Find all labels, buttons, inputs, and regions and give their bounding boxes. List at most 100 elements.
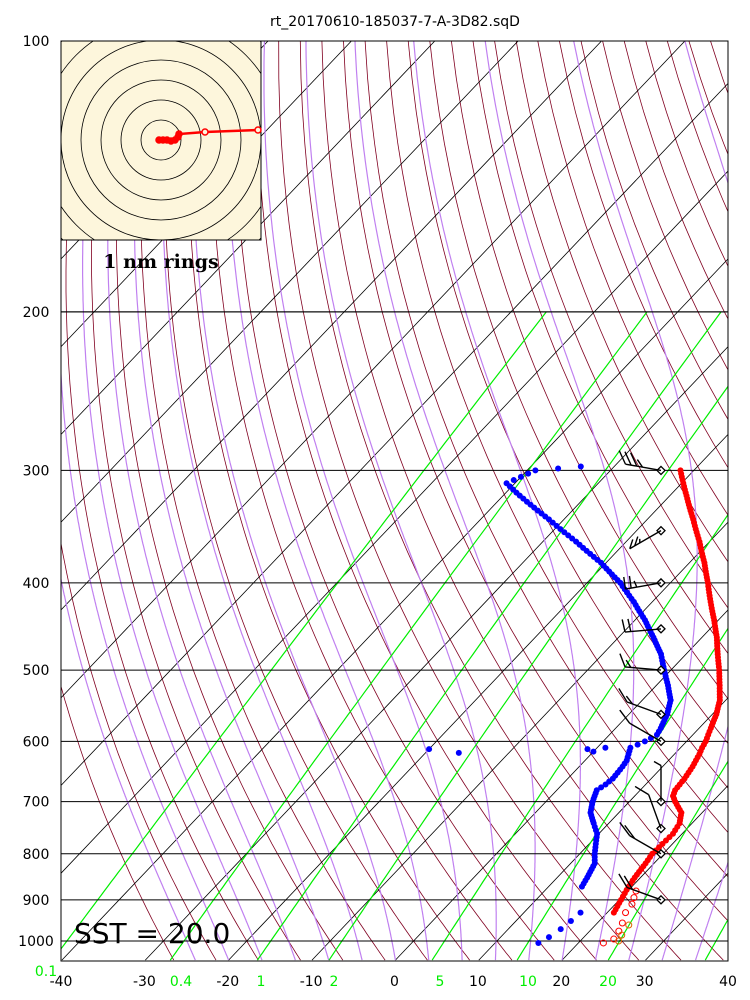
wind-barb-staff <box>625 463 662 472</box>
isotherm <box>729 41 750 960</box>
dewpoint-point <box>627 744 634 751</box>
wind-barb-flag <box>636 459 644 468</box>
wind-barb-flag <box>634 785 650 796</box>
pressure-tick-label: 800 <box>23 847 50 863</box>
isotherm <box>311 521 728 961</box>
sst-label: SST = 20.0 <box>74 917 230 950</box>
wind-barb <box>618 688 666 720</box>
wind-barb <box>629 525 666 550</box>
moist-adiabat <box>162 41 363 961</box>
surface-temperature-marker <box>632 887 640 895</box>
pressure-tick-label: 300 <box>23 463 50 479</box>
wind-barb-flag <box>627 618 632 632</box>
wind-barb <box>623 575 666 590</box>
dry-adiabat <box>580 41 728 421</box>
dewpoint-point <box>503 480 510 487</box>
dry-adiabat <box>515 41 728 563</box>
wind-barb-flag <box>619 653 626 668</box>
wind-barb-flag <box>619 822 631 837</box>
temperature-tick-label: 30 <box>636 974 654 990</box>
wind-barb-flag <box>624 451 632 466</box>
temperature-point <box>677 467 684 474</box>
wind-barbs <box>618 450 666 905</box>
dewpoint-point <box>577 463 584 470</box>
wind-barb <box>619 709 666 747</box>
wind-barb-staff <box>647 794 662 829</box>
dry-adiabat <box>61 41 217 961</box>
dry-adiabat <box>256 41 597 961</box>
pressure-tick-label: 500 <box>23 663 50 679</box>
surface-extra-marker <box>615 937 623 945</box>
surface-temperature-marker <box>618 919 626 927</box>
surface-dewpoint-marker <box>545 934 552 941</box>
mixing-ratio-line <box>607 760 728 961</box>
wind-barb-flag <box>653 760 662 767</box>
dry-adiabat <box>61 684 175 961</box>
dewpoint-point <box>641 738 648 745</box>
wind-barb-staff <box>629 722 662 742</box>
dry-adiabat <box>559 41 728 469</box>
moist-adiabat <box>61 576 196 961</box>
moist-adiabat <box>107 41 296 961</box>
dry-adiabat <box>65 41 259 961</box>
wind-barb-staff <box>629 835 662 855</box>
wind-barb-flag <box>621 619 626 633</box>
wind-barb-flag <box>618 688 628 703</box>
pressure-axis: 100 200 300 400 500 600 700 800 900 1000 <box>18 34 54 950</box>
surface-temperature-marker <box>630 894 638 902</box>
surface-extra-marker <box>625 921 633 929</box>
dry-adiabat <box>140 41 386 961</box>
moist-adiabat <box>661 41 728 961</box>
chart-title: rt_20170610-185037-7-A-3D82.sqD <box>270 14 520 30</box>
pressure-tick-label: 200 <box>23 305 50 321</box>
mixing-ratio-label: 1 <box>257 974 266 990</box>
isotherm <box>61 41 519 523</box>
dry-adiabat <box>537 41 728 516</box>
dry-adiabat <box>278 41 640 961</box>
dewpoint-point <box>593 787 600 794</box>
dewpoint-outlier-point <box>455 749 462 756</box>
pressure-tick-label: 700 <box>23 795 50 811</box>
isotherm <box>478 697 728 961</box>
dry-adiabat <box>187 41 470 961</box>
dewpoint-outlier-point <box>590 748 597 755</box>
pressure-tick-label: 400 <box>23 576 50 592</box>
surface-temperature-marker <box>622 909 630 917</box>
isotherm <box>61 41 436 436</box>
drift-point <box>175 130 183 138</box>
mixing-ratio-label: 20 <box>599 974 617 990</box>
wind-barb-staff <box>624 666 662 671</box>
pressure-tick-label: 1000 <box>18 934 54 950</box>
surface-temperature-marker <box>628 900 636 908</box>
isotherm <box>61 82 728 787</box>
moist-adiabat <box>354 41 536 961</box>
wind-barb <box>621 618 666 634</box>
wind-barb <box>619 822 666 859</box>
moist-adiabat <box>61 41 230 961</box>
temperature-tick-label: 40 <box>719 974 737 990</box>
isotherm <box>395 609 728 961</box>
dry-adiabat <box>407 41 728 789</box>
dewpoint-point <box>555 465 562 472</box>
isotherm <box>561 784 728 961</box>
mixing-ratio-line <box>169 311 648 961</box>
isotherm <box>61 41 686 699</box>
mixing-ratio-line <box>516 627 728 961</box>
plot-background-lines <box>61 41 750 961</box>
temperature-tick-label: 10 <box>469 974 487 990</box>
mixing-ratio-label: 10 <box>519 974 537 990</box>
surface-dewpoint-marker <box>567 917 574 924</box>
surface-dewpoint-marker <box>577 909 584 916</box>
moist-adiabat <box>81 41 263 961</box>
moist-adiabat <box>263 41 463 961</box>
wind-barb-flag <box>625 659 632 668</box>
moist-adiabat <box>694 860 728 961</box>
dry-adiabat <box>386 41 728 834</box>
wind-barb <box>653 760 666 807</box>
wind-barb <box>619 653 666 675</box>
drift-point <box>254 126 262 134</box>
mixing-ratio-label: 0.1 <box>35 964 57 980</box>
mixing-ratio-labels: 0.1 0.4 1 2 5 10 20 <box>35 964 617 990</box>
wind-barb-staff <box>624 628 662 633</box>
